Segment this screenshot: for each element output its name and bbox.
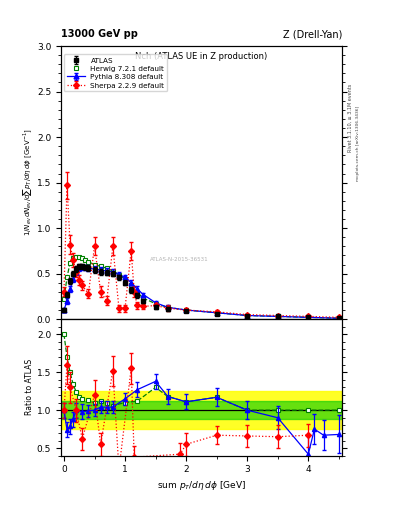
Herwig 7.2.1 default	[245, 312, 250, 318]
Herwig 7.2.1 default	[275, 313, 280, 319]
Herwig 7.2.1 default	[80, 255, 84, 261]
Text: Rivet 3.1.10, ≥ 3.1M events: Rivet 3.1.10, ≥ 3.1M events	[348, 83, 353, 152]
Herwig 7.2.1 default	[165, 304, 170, 310]
Herwig 7.2.1 default	[110, 268, 115, 274]
Herwig 7.2.1 default	[68, 260, 72, 266]
Text: 13000 GeV pp: 13000 GeV pp	[61, 29, 138, 39]
Herwig 7.2.1 default	[184, 307, 189, 313]
Herwig 7.2.1 default	[71, 255, 75, 261]
Line: Herwig 7.2.1 default: Herwig 7.2.1 default	[62, 255, 341, 321]
Herwig 7.2.1 default	[86, 259, 91, 265]
Herwig 7.2.1 default	[129, 283, 134, 289]
Herwig 7.2.1 default	[65, 274, 70, 281]
Herwig 7.2.1 default	[74, 254, 79, 260]
Text: ATLAS-N-2015-36531: ATLAS-N-2015-36531	[150, 257, 208, 262]
Herwig 7.2.1 default	[135, 290, 140, 296]
Text: Z (Drell-Yan): Z (Drell-Yan)	[283, 29, 342, 39]
Y-axis label: $1/N_{ev}\,dN_{ev}/d\!\sum p_T/d\eta\,d\phi$ [GeV$^{-1}$]: $1/N_{ev}\,dN_{ev}/d\!\sum p_T/d\eta\,d\…	[21, 129, 34, 237]
Herwig 7.2.1 default	[153, 301, 158, 307]
Herwig 7.2.1 default	[105, 265, 109, 271]
X-axis label: sum $p_T/d\eta\,d\phi$ [GeV]: sum $p_T/d\eta\,d\phi$ [GeV]	[157, 479, 246, 492]
Herwig 7.2.1 default	[77, 254, 82, 260]
Herwig 7.2.1 default	[98, 263, 103, 269]
Herwig 7.2.1 default	[141, 295, 146, 301]
Herwig 7.2.1 default	[306, 314, 311, 321]
Herwig 7.2.1 default	[123, 276, 127, 282]
Text: Nch (ATLAS UE in Z production): Nch (ATLAS UE in Z production)	[135, 52, 268, 60]
Herwig 7.2.1 default	[214, 310, 219, 316]
Herwig 7.2.1 default	[117, 271, 121, 278]
Herwig 7.2.1 default	[83, 257, 88, 263]
Legend: ATLAS, Herwig 7.2.1 default, Pythia 8.308 default, Sherpa 2.2.9 default: ATLAS, Herwig 7.2.1 default, Pythia 8.30…	[64, 54, 167, 92]
Herwig 7.2.1 default	[92, 262, 97, 268]
Herwig 7.2.1 default	[62, 296, 66, 302]
Y-axis label: Ratio to ATLAS: Ratio to ATLAS	[25, 359, 34, 415]
Herwig 7.2.1 default	[336, 315, 341, 322]
Text: mcplots.cern.ch [arXiv:1306.3436]: mcplots.cern.ch [arXiv:1306.3436]	[356, 106, 360, 181]
